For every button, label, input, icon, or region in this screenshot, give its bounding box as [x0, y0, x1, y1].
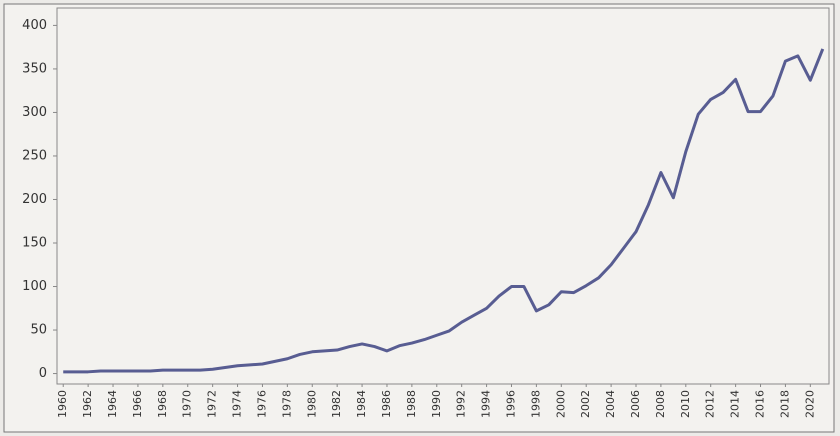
x-tick-label: 1980	[305, 390, 318, 418]
x-tick-label: 1974	[231, 390, 244, 418]
x-tick-label: 2018	[778, 390, 791, 418]
x-tick-label: 1962	[81, 390, 94, 418]
x-tick-label: 1982	[330, 390, 343, 418]
x-tick-label: 1976	[255, 390, 268, 418]
y-tick-label: 100	[22, 279, 47, 294]
y-tick-label: 350	[22, 61, 47, 76]
x-tick-label: 2014	[729, 390, 742, 418]
y-tick-label: 200	[22, 192, 47, 207]
x-tick-label: 1970	[181, 390, 194, 418]
x-tick-label: 1960	[56, 390, 69, 418]
x-tick-label: 1994	[480, 390, 493, 418]
y-tick-label: 0	[39, 366, 47, 381]
x-tick-label: 2010	[679, 390, 692, 418]
x-tick-label: 1978	[280, 390, 293, 418]
x-tick-label: 2002	[579, 390, 592, 418]
plot-area	[56, 7, 830, 385]
x-tick-label: 1998	[529, 390, 542, 418]
x-tick-label: 1986	[380, 390, 393, 418]
y-tick-label: 50	[30, 323, 47, 338]
x-tick-label: 2008	[654, 390, 667, 418]
x-tick-label: 1990	[430, 390, 443, 418]
x-tick-label: 1972	[206, 390, 219, 418]
x-tick-label: 2020	[803, 390, 816, 418]
x-tick-label: 1964	[106, 390, 119, 418]
x-tick-label: 2012	[704, 390, 717, 418]
x-tick-label: 2006	[629, 390, 642, 418]
x-tick-label: 1988	[405, 390, 418, 418]
x-tick-label: 2016	[754, 390, 767, 418]
x-tick-label: 1984	[355, 390, 368, 418]
y-tick-label: 250	[22, 148, 47, 163]
x-tick-label: 2004	[604, 390, 617, 418]
y-tick-label: 400	[22, 18, 47, 33]
x-tick-label: 2000	[554, 390, 567, 418]
x-tick-label: 1992	[455, 390, 468, 418]
x-tick-label: 1966	[131, 390, 144, 418]
y-tick-label: 150	[22, 236, 47, 251]
frame	[3, 3, 835, 433]
x-tick-label: 1968	[156, 390, 169, 418]
x-tick-label: 1996	[504, 390, 517, 418]
y-tick-label: 300	[22, 105, 47, 120]
data-line	[63, 48, 825, 374]
